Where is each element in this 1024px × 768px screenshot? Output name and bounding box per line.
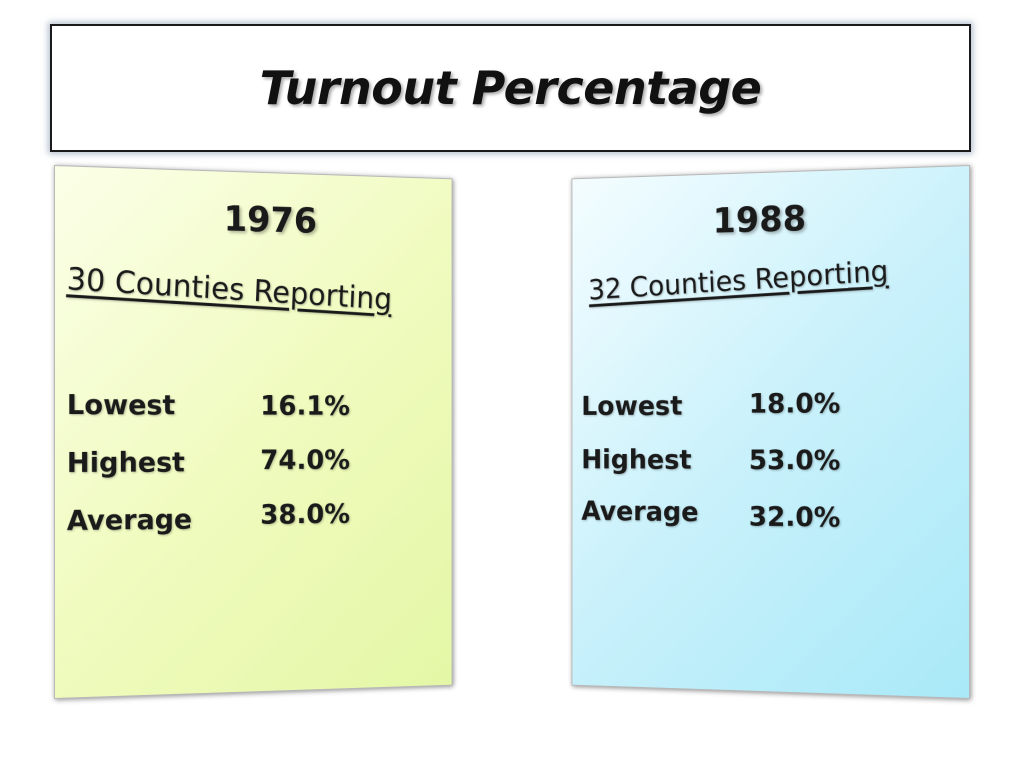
stat-value-lowest: 18.0% [749,387,840,420]
counties-reporting: 30 Counties Reporting [66,261,393,317]
stat-label-average: Average [581,495,698,528]
stat-value-average: 38.0% [260,497,350,530]
stat-value-highest: 53.0% [749,444,840,477]
stat-label-lowest: Lowest [581,390,682,422]
stat-label-lowest: Lowest [67,388,175,421]
stat-value-lowest: 16.1% [260,389,350,421]
title-box: Turnout Percentage [50,24,971,152]
stat-value-highest: 74.0% [260,444,350,476]
stat-value-average: 32.0% [749,500,840,533]
stat-label-average: Average [67,503,192,537]
year-heading: 1988 [713,199,807,241]
stat-label-highest: Highest [67,446,185,479]
panel-1988: 1988 32 Counties Reporting Lowest 18.0% … [572,165,970,699]
panel-1976: 1976 30 Counties Reporting Lowest 16.1% … [54,165,452,699]
stat-label-highest: Highest [581,443,691,475]
slide-title: Turnout Percentage [260,61,762,115]
counties-reporting: 32 Counties Reporting [588,254,889,307]
year-heading: 1976 [224,199,317,241]
